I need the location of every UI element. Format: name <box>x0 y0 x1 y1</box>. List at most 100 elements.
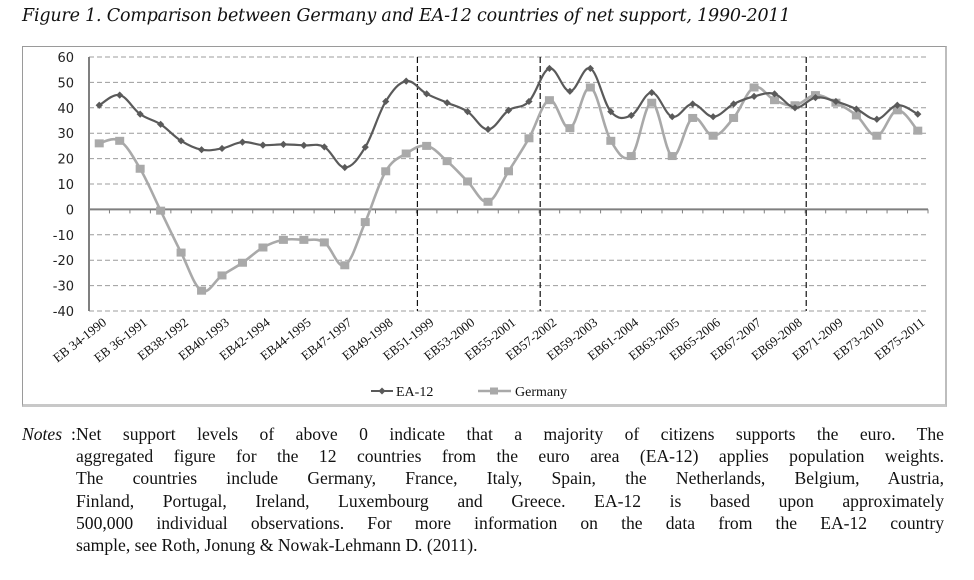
notes-line: 500,000 individual observations. For mor… <box>76 512 944 533</box>
y-tick-label: 40 <box>57 102 74 117</box>
data-point-germany <box>176 248 186 257</box>
data-point-ea12 <box>279 140 288 148</box>
data-point-ea12 <box>484 125 492 133</box>
y-tick-label: 50 <box>57 76 74 91</box>
data-point-germany <box>319 238 329 247</box>
chart-frame <box>22 46 947 407</box>
data-point-ea12 <box>525 97 533 106</box>
notes-label: Notes <box>22 424 63 444</box>
data-point-germany <box>381 167 391 176</box>
data-point-ea12 <box>504 106 513 114</box>
data-point-germany <box>913 126 923 135</box>
notes-line: Net support levels of above 0 indicate t… <box>76 424 944 444</box>
legend-label-ea12: EA-12 <box>396 385 433 400</box>
data-point-germany <box>872 131 882 140</box>
notes-line: aggregated figure for the 12 countries f… <box>76 446 944 467</box>
data-point-germany <box>544 96 554 105</box>
data-point-ea12 <box>300 141 308 149</box>
y-tick-label: 30 <box>57 127 74 142</box>
data-point-germany <box>299 235 309 244</box>
data-point-ea12 <box>750 92 758 100</box>
data-point-germany <box>197 286 207 295</box>
data-point-ea12 <box>197 146 206 154</box>
legend-marker-germany <box>490 387 498 395</box>
y-tick-label: -20 <box>53 254 74 269</box>
data-point-ea12 <box>811 94 820 102</box>
data-point-germany <box>524 134 534 143</box>
notes: Notes: Net support levels of above 0 ind… <box>22 423 944 556</box>
data-point-ea12 <box>709 113 717 121</box>
data-point-ea12 <box>218 144 226 153</box>
data-point-ea12 <box>873 115 881 123</box>
data-point-ea12 <box>423 90 431 98</box>
data-point-germany <box>851 111 861 120</box>
figure-title: Figure 1. Comparison between Germany and… <box>22 6 791 26</box>
data-point-ea12 <box>95 101 103 109</box>
data-point-ea12 <box>832 97 840 106</box>
data-point-ea12 <box>463 108 472 116</box>
data-point-ea12 <box>627 111 635 120</box>
data-point-ea12 <box>729 100 738 108</box>
y-tick-label: -40 <box>53 305 74 320</box>
data-point-germany <box>135 164 145 173</box>
data-point-germany <box>565 124 575 133</box>
data-point-ea12 <box>402 77 410 85</box>
data-point-germany <box>585 83 595 92</box>
data-point-germany <box>422 141 432 150</box>
data-point-germany <box>237 258 247 267</box>
data-point-ea12 <box>770 90 779 98</box>
data-point-germany <box>729 113 739 122</box>
data-point-germany <box>115 136 125 145</box>
data-point-germany <box>483 197 493 206</box>
legend-marker-ea12 <box>378 387 386 395</box>
data-point-ea12 <box>157 120 165 128</box>
data-point-ea12 <box>320 143 328 151</box>
data-point-germany <box>626 152 636 161</box>
data-point-ea12 <box>259 141 267 149</box>
data-point-germany <box>892 106 902 115</box>
notes-line: Finland, Portugal, Ireland, Luxembourg a… <box>76 490 944 511</box>
data-point-ea12 <box>443 99 451 107</box>
data-point-germany <box>667 152 677 161</box>
data-point-germany <box>606 136 616 145</box>
data-point-ea12 <box>852 105 860 113</box>
data-point-ea12 <box>566 87 574 95</box>
data-point-ea12 <box>914 110 922 118</box>
y-tick-label: 0 <box>66 203 74 218</box>
data-point-germany <box>156 206 166 215</box>
data-point-ea12 <box>361 143 369 151</box>
data-point-ea12 <box>545 64 554 73</box>
y-tick-label: -30 <box>53 280 74 295</box>
data-point-germany <box>463 177 473 186</box>
notes-line: The countries include Germany, France, I… <box>76 468 944 489</box>
data-point-germany <box>688 113 698 122</box>
data-point-ea12 <box>341 163 349 172</box>
data-point-ea12 <box>689 100 697 108</box>
y-tick-label: 60 <box>57 51 74 66</box>
data-point-germany <box>258 243 268 252</box>
y-tick-label: -10 <box>53 229 74 244</box>
data-point-ea12 <box>791 104 799 112</box>
series-line-ea-12 <box>98 67 919 169</box>
data-point-ea12 <box>116 91 124 99</box>
data-point-germany <box>770 96 780 105</box>
data-point-germany <box>278 235 288 244</box>
legend-label-germany: Germany <box>515 385 567 400</box>
data-point-germany <box>504 167 513 176</box>
y-tick-label: 10 <box>57 178 74 193</box>
data-point-germany <box>401 149 411 158</box>
data-point-ea12 <box>586 64 594 73</box>
series-line-germany <box>98 85 919 293</box>
data-point-ea12 <box>607 108 615 116</box>
data-point-ea12 <box>893 101 901 109</box>
data-point-germany <box>340 261 350 270</box>
data-point-germany <box>360 218 370 227</box>
data-point-ea12 <box>136 110 144 118</box>
notes-colon: : <box>71 424 76 444</box>
data-point-germany <box>217 271 227 280</box>
notes-line: sample, see Roth, Jonung & Nowak-Lehmann… <box>76 535 478 556</box>
data-point-germany <box>749 83 759 92</box>
data-point-ea12 <box>238 138 247 146</box>
data-point-ea12 <box>668 113 676 121</box>
